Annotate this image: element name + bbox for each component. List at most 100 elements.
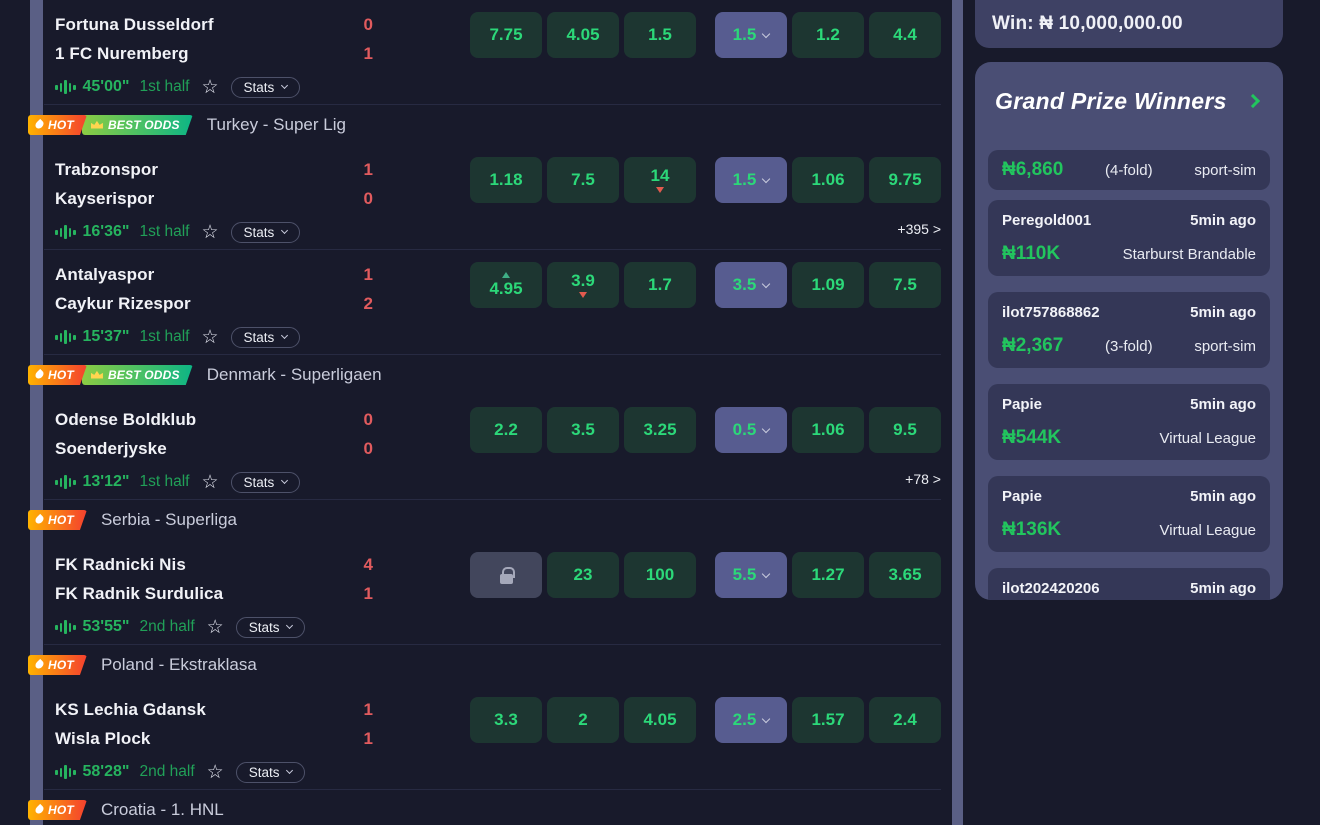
odds-button[interactable]: 23 <box>547 552 619 598</box>
winner-product: Starburst Brandable <box>1122 245 1256 263</box>
jackpot-win-text: Win: ₦ 10,000,000.00 <box>992 13 1183 34</box>
odds-dropdown-button[interactable]: 1.5 <box>715 12 787 58</box>
odds-button[interactable]: 3.65 <box>869 552 941 598</box>
stats-button[interactable]: Stats <box>230 326 301 348</box>
match-time: 58'28" <box>82 763 130 780</box>
odds-button[interactable]: 2.2 <box>470 407 542 453</box>
odds-dropdown-button[interactable]: 5.5 <box>715 552 787 598</box>
match-row: Odense Boldklub 0 Soenderjyske 0 13'12" 1s… <box>44 395 941 500</box>
away-team-name: Caykur Rizespor <box>55 293 191 313</box>
more-markets-link[interactable]: +78 > <box>905 471 941 487</box>
stats-button[interactable]: Stats <box>235 761 306 783</box>
odds-button[interactable]: 9.75 <box>869 157 941 203</box>
more-markets-link[interactable]: +395 > <box>897 221 941 237</box>
odds-button[interactable]: 14 <box>624 157 696 203</box>
home-score: 0 <box>363 409 373 429</box>
odds-button[interactable]: 1.06 <box>792 157 864 203</box>
home-score: 0 <box>363 14 373 34</box>
odds-button[interactable]: 1.27 <box>792 552 864 598</box>
odds-button[interactable]: 7.5 <box>869 262 941 308</box>
favorite-star-icon[interactable]: ☆ <box>201 76 219 98</box>
winner-username: Papie <box>1002 487 1043 505</box>
winner-time: 5min ago <box>1190 303 1256 321</box>
favorite-star-icon[interactable]: ☆ <box>201 471 219 493</box>
away-team-name: 1 FC Nuremberg <box>55 43 189 63</box>
hot-badge: HOT <box>28 800 87 820</box>
odds-button[interactable]: 1.57 <box>792 697 864 743</box>
odds-dropdown-button[interactable]: 2.5 <box>715 697 787 743</box>
odds-button[interactable]: 1.7 <box>624 262 696 308</box>
odds-button[interactable]: 1.18 <box>470 157 542 203</box>
flame-icon <box>34 804 45 815</box>
winner-entry: Papie 5min ago ₦136K Virtual League <box>988 476 1270 552</box>
favorite-star-icon[interactable]: ☆ <box>206 616 224 638</box>
odds-button[interactable]: 4.05 <box>547 12 619 58</box>
odds-dropdown-button[interactable]: 1.5 <box>715 157 787 203</box>
odds-button[interactable]: 1.09 <box>792 262 864 308</box>
odds-button[interactable]: 1.2 <box>792 12 864 58</box>
live-indicator-icon <box>55 225 76 239</box>
stats-button[interactable]: Stats <box>235 616 306 638</box>
odds-dropdown-button[interactable]: 0.5 <box>715 407 787 453</box>
match-row: KS Lechia Gdansk 1 Wisla Plock 1 58'28" 2n… <box>44 685 941 790</box>
winner-product: sport-sim <box>1194 161 1256 179</box>
favorite-star-icon[interactable]: ☆ <box>206 761 224 783</box>
odds-button[interactable]: 3.5 <box>547 407 619 453</box>
hot-badge: HOT <box>28 510 87 530</box>
stats-button[interactable]: Stats <box>230 76 301 98</box>
odds-button[interactable]: 4.4 <box>869 12 941 58</box>
best-odds-badge: BEST ODDS <box>82 115 193 135</box>
flame-icon <box>34 119 45 130</box>
chevron-right-icon[interactable] <box>1245 93 1261 109</box>
left-scrollbar[interactable] <box>30 0 43 825</box>
match-list: Fortuna Dusseldorf 0 1 FC Nuremberg 1 45'0… <box>44 0 941 825</box>
winner-username: Papie <box>1002 395 1043 413</box>
odds-button[interactable]: 7.5 <box>547 157 619 203</box>
match-period: 2nd half <box>139 618 195 635</box>
right-scrollbar[interactable] <box>952 0 963 825</box>
winner-entry: ₦6,860 (4-fold) sport-sim <box>988 150 1270 190</box>
winner-time: 5min ago <box>1190 579 1256 597</box>
home-score: 4 <box>363 554 373 574</box>
odds-button[interactable]: 1.5 <box>624 12 696 58</box>
away-team-name: FK Radnik Surdulica <box>55 583 224 603</box>
odds-button[interactable]: 3.9 <box>547 262 619 308</box>
live-indicator-icon <box>55 765 76 779</box>
winner-fold: (4-fold) <box>1105 161 1153 179</box>
winner-entry: Papie 5min ago ₦544K Virtual League <box>988 384 1270 460</box>
odds-button[interactable]: 2.4 <box>869 697 941 743</box>
odds-button[interactable]: 4.05 <box>624 697 696 743</box>
odds-button[interactable]: 2 <box>547 697 619 743</box>
odds-button[interactable]: 3.3 <box>470 697 542 743</box>
jackpot-win-banner: Win: ₦ 10,000,000.00 <box>975 0 1283 48</box>
odds-button[interactable]: 100 <box>624 552 696 598</box>
league-title: Poland - Ekstraklasa <box>100 655 257 674</box>
odds-button[interactable]: 9.5 <box>869 407 941 453</box>
live-indicator-icon <box>55 620 76 634</box>
favorite-star-icon[interactable]: ☆ <box>201 221 219 243</box>
trend-up-icon <box>502 272 510 279</box>
trend-down-icon <box>579 292 587 299</box>
match-time: 45'00" <box>82 78 130 95</box>
chevron-down-icon <box>281 331 289 340</box>
favorite-star-icon[interactable]: ☆ <box>201 326 219 348</box>
match-row: Antalyaspor 1 Caykur Rizespor 2 15'37" 1st… <box>44 250 941 355</box>
chevron-down-icon <box>286 621 294 630</box>
home-score: 1 <box>363 699 373 719</box>
odds-button[interactable]: 1.06 <box>792 407 864 453</box>
odds-button[interactable]: 3.25 <box>624 407 696 453</box>
odds-button[interactable]: 4.95 <box>470 262 542 308</box>
match-row: FK Radnicki Nis 4 FK Radnik Surdulica 1 53… <box>44 540 941 645</box>
stats-button[interactable]: Stats <box>230 471 301 493</box>
odds-dropdown-button[interactable]: 3.5 <box>715 262 787 308</box>
crown-icon <box>91 121 103 129</box>
stats-button[interactable]: Stats <box>230 221 301 243</box>
home-score: 1 <box>363 264 373 284</box>
winner-username: ilot757868862 <box>1002 303 1100 321</box>
flame-icon <box>34 659 45 670</box>
home-team-name: FK Radnicki Nis <box>55 554 186 574</box>
odds-button[interactable]: 7.75 <box>470 12 542 58</box>
grand-prize-title: Grand Prize Winners <box>995 87 1227 114</box>
trend-down-icon <box>656 187 664 194</box>
